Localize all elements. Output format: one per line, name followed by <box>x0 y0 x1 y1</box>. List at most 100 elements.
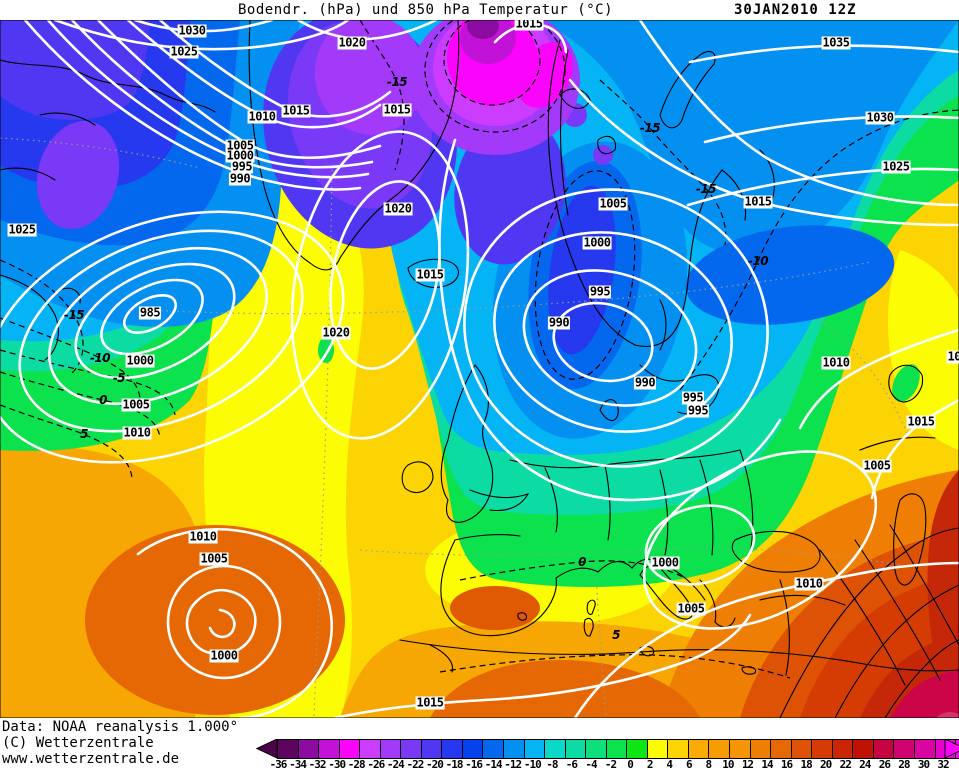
pressure-label: 1015 <box>514 20 544 31</box>
colorbar-tick: 4 <box>666 758 673 770</box>
colorbar-tick: 12 <box>741 758 754 770</box>
pressure-label: 990 <box>228 171 252 186</box>
colorbar-cell <box>278 740 299 758</box>
colorbar-tick: -14 <box>484 758 503 770</box>
colorbar-tick: 30 <box>917 758 930 770</box>
pressure-label: 1020 <box>321 325 351 340</box>
colorbar-tick: -22 <box>406 758 424 770</box>
colorbar-cell <box>832 740 854 758</box>
map-graphic <box>0 20 959 718</box>
pressure-label: 1010 <box>122 425 152 440</box>
colorbar-cell <box>853 740 874 758</box>
pressure-label: 1025 <box>169 44 199 59</box>
colorbar-tick: -12 <box>504 758 522 770</box>
colorbar-cell <box>545 740 566 758</box>
colorbar-cell <box>421 740 443 758</box>
pressure-label: 1005 <box>862 458 892 473</box>
colorbar-cell <box>401 740 422 758</box>
pressure-label: 1000 <box>650 555 680 570</box>
footer: Data: NOAA reanalysis 1.000° (C) Wetterz… <box>0 718 959 770</box>
colorbar-tick: 18 <box>800 758 812 770</box>
copyright-text: (C) Wetterzentrale <box>2 735 154 751</box>
pressure-label: 1000 <box>225 148 255 163</box>
title-bar: Bodendr. (hPa) und 850 hPa Temperatur (°… <box>0 0 959 20</box>
pressure-label: 1015 <box>382 102 412 117</box>
pressure-label: 1025 <box>881 159 911 174</box>
colorbar-tick: -36 <box>269 758 288 770</box>
colorbar-cell <box>668 740 689 758</box>
pressure-label: 1010 <box>794 576 824 591</box>
pressure-label: 1020 <box>383 201 413 216</box>
pressure-label: 995 <box>686 403 710 418</box>
colorbar-tick: -4 <box>585 758 597 770</box>
colorbar-tick: -20 <box>426 758 444 770</box>
colorbar-cell <box>750 740 772 758</box>
pressure-label: 1025 <box>7 222 37 237</box>
colorbar-tick: -26 <box>367 758 385 770</box>
temperature-label: 5 <box>612 628 620 642</box>
colorbar-cell <box>360 740 381 758</box>
colorbar-cell <box>524 740 546 758</box>
map-canvas: 1030 1025 1020 1015 1015 1010 1005 1000 995 990 10… <box>0 20 959 718</box>
temperature-label: -15 <box>639 121 661 135</box>
colorbar-cell <box>627 740 648 758</box>
colorbar-ticks: -36 -34 -32 -30 -28 -26 -24 -22 -20 -18 -16 -14 -12-… <box>256 758 959 770</box>
pressure-label: 1000 <box>125 353 155 368</box>
temperature-label: -15 <box>695 182 717 196</box>
colorbar-tick: -18 <box>445 758 464 770</box>
pressure-label: 1015 <box>906 414 936 429</box>
colorbar-tick: -32 <box>308 758 327 770</box>
colorbar-tick: 2 <box>646 758 654 770</box>
pressure-label: 1005 <box>199 551 229 566</box>
colorbar-tick: 32 <box>937 758 949 770</box>
pressure-label: 1020 <box>337 35 367 50</box>
pressure-label: 1015 <box>946 350 959 364</box>
colorbar-tick: 16 <box>780 758 793 770</box>
colorbar-cell <box>709 740 731 758</box>
map-title: Bodendr. (hPa) und 850 hPa Temperatur (°… <box>238 2 614 18</box>
pressure-label: 1035 <box>821 35 851 50</box>
temperature-label: -10 <box>89 351 111 365</box>
colorbar-tick: 22 <box>839 758 852 770</box>
temperature-label: 0 <box>99 393 107 407</box>
colorbar-tick: -34 <box>289 758 307 770</box>
colorbar-cell <box>812 740 833 758</box>
temperature-label: -5 <box>112 371 126 385</box>
pressure-label: 1005 <box>676 601 706 616</box>
pressure-label: 995 <box>588 284 612 299</box>
colorbar-cells <box>277 739 959 759</box>
pressure-label: 1005 <box>598 196 628 211</box>
pressure-label: 1015 <box>743 194 773 209</box>
colorbar-left-arrow-icon <box>256 739 278 759</box>
colorbar-tick: -24 <box>386 758 405 770</box>
colorbar-tick: 6 <box>685 758 693 770</box>
pressure-label: 1030 <box>865 110 895 125</box>
colorbar-cell <box>442 740 463 758</box>
colorbar-cell <box>606 740 628 758</box>
colorbar-tick: -30 <box>328 758 346 770</box>
colorbar-cell <box>914 740 936 758</box>
pressure-label: 1015 <box>415 267 445 282</box>
pressure-label: 990 <box>633 375 657 390</box>
colorbar-cell <box>339 740 361 758</box>
colorbar-tick: 14 <box>761 758 773 770</box>
colorbar-cell <box>791 740 813 758</box>
pressure-label: 995 <box>230 159 254 174</box>
pressure-label: 1030 <box>177 23 207 38</box>
colorbar-tick: 8 <box>705 758 713 770</box>
colorbar-tick: -8 <box>546 758 558 770</box>
website-text: www.wetterzentrale.de <box>2 751 180 767</box>
colorbar-cell <box>319 740 340 758</box>
colorbar-cell <box>586 740 607 758</box>
pressure-label: 1000 <box>209 648 239 663</box>
temperature-label: -15 <box>63 308 85 322</box>
colorbar-cell <box>688 740 710 758</box>
pressure-label: 1015 <box>415 695 445 710</box>
temperature-label: 5 <box>80 427 88 441</box>
colorbar-tick: 28 <box>898 758 910 770</box>
colorbar-cell <box>873 740 895 758</box>
temperature-label: -10 <box>747 254 769 268</box>
colorbar-tick: -28 <box>347 758 366 770</box>
temperature-label: -15 <box>386 75 408 89</box>
